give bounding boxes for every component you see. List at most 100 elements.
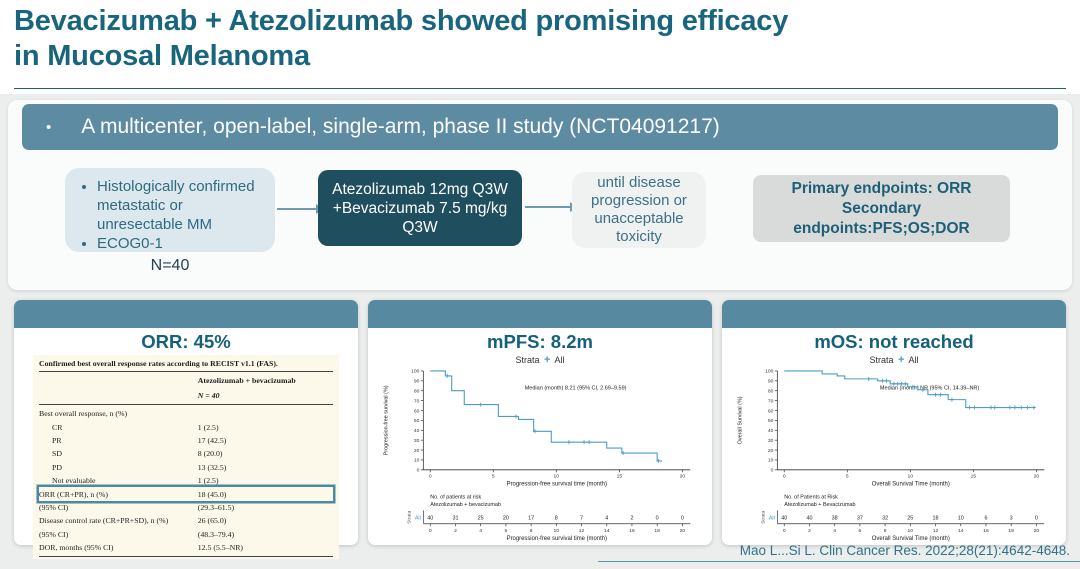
svg-text:30: 30 (414, 438, 420, 444)
pfs-panel-title: mPFS: 8.2m (487, 331, 593, 352)
study-overview-card: • A multicenter, open-label, single-arm,… (8, 100, 1072, 290)
orr-table: Confirmed best overall response rates ac… (33, 355, 339, 560)
svg-text:0: 0 (771, 468, 774, 474)
svg-text:20: 20 (503, 515, 509, 521)
svg-text:Progression-free survival time: Progression-free survival time (month) (507, 482, 607, 488)
inclusion-item: ECOG0-1 (97, 234, 269, 253)
row-value: (29.3–61.5) (197, 502, 235, 512)
row-value: (48.3–79.4) (197, 529, 235, 539)
svg-text:20: 20 (768, 448, 774, 454)
row-value: 13 (32.5) (197, 462, 227, 472)
svg-text:6: 6 (859, 528, 862, 534)
table-caption: Confirmed best overall response rates ac… (39, 358, 333, 372)
svg-text:17: 17 (528, 515, 534, 521)
row-label: DOR, months (95% CI) (39, 543, 114, 553)
citation-underline (598, 561, 1080, 562)
svg-text:Strata: Strata (406, 510, 412, 523)
svg-text:50: 50 (414, 418, 420, 424)
svg-text:4: 4 (833, 528, 836, 534)
svg-text:15: 15 (971, 474, 977, 480)
sample-size-label: N=40 (150, 257, 190, 274)
inclusion-criteria-box: Histologically confirmed metastatic or u… (65, 168, 275, 252)
table-row: Not evaluable 1 (2.5) (39, 474, 333, 487)
svg-text:80: 80 (768, 389, 774, 395)
row-value: 12.5 (5.5–NR) (197, 543, 244, 553)
table-row: PR 17 (42.5) (39, 434, 333, 447)
svg-text:40: 40 (768, 428, 774, 434)
table-header: Atezolizumab + bevacizumab N = 40 (39, 372, 333, 405)
svg-text:100: 100 (411, 369, 419, 375)
inclusion-criteria-list: Histologically confirmed metastatic or u… (67, 177, 269, 253)
table-row: DOR, months (95% CI) 12.5 (5.5–NR) (39, 541, 333, 554)
study-banner: • A multicenter, open-label, single-arm,… (22, 104, 1058, 150)
panel-header-bar (368, 300, 712, 328)
svg-text:6: 6 (984, 515, 987, 521)
table-row: (95% CI) (29.3–61.5) (39, 501, 333, 514)
svg-text:Overall Survival (%): Overall Survival (%) (738, 396, 744, 444)
svg-text:0: 0 (429, 528, 432, 534)
table-row: ORR (CR+PR), n (%) 18 (45.0) (39, 487, 333, 501)
row-value: 1 (2.5) (197, 422, 219, 432)
svg-text:Atezolizumab + bevacizumab: Atezolizumab + bevacizumab (430, 502, 501, 508)
svg-text:14: 14 (958, 528, 964, 534)
row-label: SD (52, 449, 62, 459)
svg-text:40: 40 (781, 515, 787, 521)
plus-marker-icon: + (898, 354, 905, 366)
svg-text:25: 25 (478, 515, 484, 521)
inclusion-item: Histologically confirmed metastatic or u… (97, 177, 269, 234)
svg-text:12: 12 (579, 528, 585, 534)
svg-text:70: 70 (414, 398, 420, 404)
table-row: Disease control rate (CR+PR+SD), n (%) 26… (39, 514, 333, 527)
table-row: PD 13 (32.5) (39, 461, 333, 474)
svg-text:No. of Patients at Risk: No. of Patients at Risk (784, 495, 838, 501)
svg-text:All: All (415, 515, 421, 521)
svg-text:12: 12 (933, 528, 939, 534)
treatment-line: Atezolizumab 12mg Q3W (332, 180, 508, 198)
svg-text:25: 25 (907, 515, 913, 521)
svg-text:10: 10 (768, 458, 774, 464)
svg-text:0: 0 (783, 528, 786, 534)
row-value: 1 (2.5) (197, 476, 219, 486)
svg-text:90: 90 (414, 379, 420, 385)
svg-text:30: 30 (768, 438, 774, 444)
os-panel-title: mOS: not reached (814, 331, 974, 352)
row-label: Best overall response, n (%) (39, 409, 128, 419)
svg-text:10: 10 (414, 458, 420, 464)
orr-panel: ORR: 45% Confirmed best overall response… (14, 300, 358, 560)
page-title: Bevacizumab + Atezolizumab showed promis… (14, 4, 1064, 75)
treatment-box: Atezolizumab 12mg Q3W +Bevacizumab 7.5 m… (318, 170, 522, 246)
svg-text:40: 40 (414, 428, 420, 434)
row-value: 17 (42.5) (197, 435, 227, 445)
row-label: (95% CI) (39, 529, 69, 539)
svg-text:40: 40 (806, 515, 812, 521)
legend-label: Strata (869, 355, 894, 365)
svg-text:3: 3 (1010, 515, 1013, 521)
svg-text:60: 60 (414, 408, 420, 414)
svg-text:2: 2 (808, 528, 811, 534)
treatment-line: Q3W (402, 218, 438, 236)
table-row: CR 1 (2.5) (39, 420, 333, 433)
table-row: SD 8 (20.0) (39, 447, 333, 460)
svg-text:37: 37 (857, 515, 863, 521)
os-legend: Strata + All (722, 354, 1066, 367)
panel-header-bar (722, 300, 1066, 328)
table-row: Best overall response, n (%) (39, 407, 333, 420)
pfs-panel: mPFS: 8.2m Strata + All 0 10 20 30 40 50 60 70 8… (368, 300, 712, 545)
svg-text:10: 10 (958, 515, 964, 521)
flow-arrow-1 (277, 204, 324, 214)
svg-text:0: 0 (1035, 515, 1038, 521)
row-label: CR (52, 422, 63, 432)
svg-text:15: 15 (617, 474, 623, 480)
pfs-legend: Strata + All (368, 354, 712, 367)
orr-panel-title: ORR: 45% (141, 331, 231, 352)
plus-marker-icon: + (544, 354, 551, 366)
svg-text:20: 20 (1034, 528, 1040, 534)
svg-text:31: 31 (452, 515, 458, 521)
svg-text:Progression-free survival (%): Progression-free survival (%) (384, 385, 390, 455)
duration-text: until disease progression or unacceptabl… (591, 174, 687, 245)
row-label: Disease control rate (CR+PR+SD), n (%) (39, 516, 169, 526)
svg-text:8: 8 (530, 528, 533, 534)
svg-text:8: 8 (884, 528, 887, 534)
